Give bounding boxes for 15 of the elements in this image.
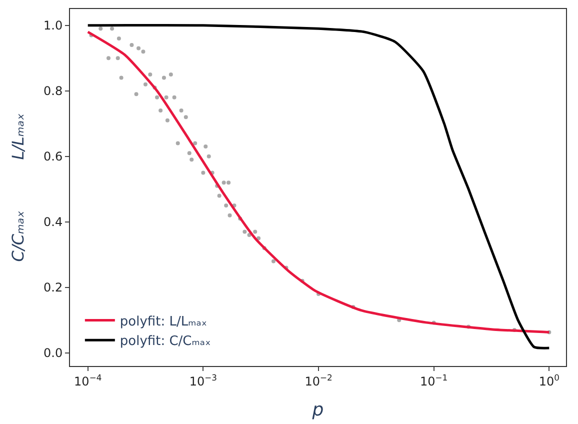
y-tick-label: 0.4 [44, 215, 63, 230]
y-axis-title: C/Cₘₐₓ L/Lₘₐₓ [8, 113, 28, 262]
x-tick-label: 10$^{−1}$ [420, 372, 448, 388]
legend-label: polyfit: L/Lₘₐₓ [120, 314, 208, 330]
x-axis-title: p [311, 400, 324, 420]
x-tick-label: 10$^{−4}$ [74, 372, 102, 388]
y-tick-label: 1.0 [44, 18, 63, 33]
y-tick-label: 0.2 [44, 280, 63, 295]
x-tick-label: 10$^{0}$ [538, 372, 560, 388]
y-tick-label: 0.8 [44, 84, 63, 98]
x-tick-label: 10$^{−3}$ [189, 372, 217, 388]
y-tick-label: 0.0 [44, 346, 63, 360]
legend-label: polyfit: C/Cₘₐₓ [120, 334, 211, 350]
y-tick-label: 0.6 [44, 150, 63, 164]
x-tick-label: 10$^{−2}$ [304, 372, 332, 388]
